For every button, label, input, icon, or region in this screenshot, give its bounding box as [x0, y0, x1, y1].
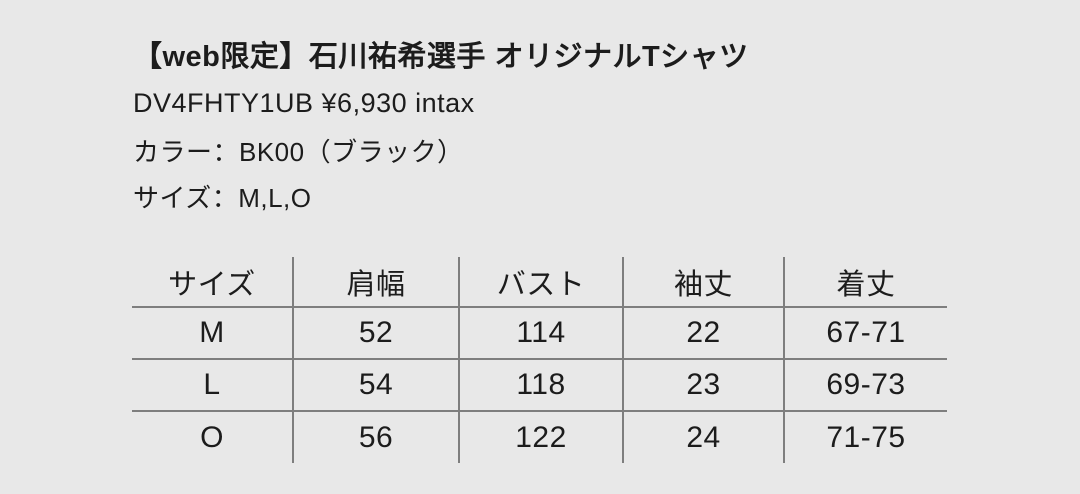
table-row-size-l: L 54 118 23 69-73	[132, 359, 947, 411]
product-title: 【web限定】石川祐希選手 オリジナルTシャツ	[133, 41, 749, 73]
product-color-line: カラー：BK00（ブラック）	[133, 137, 464, 167]
product-info: 【web限定】石川祐希選手 オリジナルTシャツ DV4FHTY1UB ¥6,93…	[133, 40, 749, 213]
cell-body-length: 71-75	[826, 420, 906, 454]
cell-body-length: 69-73	[826, 368, 906, 401]
cell-size: M	[132, 307, 294, 359]
cell-bust: 118	[459, 359, 624, 411]
cell-sleeve-length: 24	[623, 411, 785, 463]
cell-bust: 114	[459, 307, 624, 359]
cell-shoulder-width: 54	[293, 359, 460, 411]
table-row-size-m: M 52 114 22 67-71	[132, 307, 947, 359]
cell-shoulder-width: 56	[293, 411, 460, 463]
column-header-size: サイズ	[132, 257, 294, 307]
cell-sleeve-length: 23	[623, 359, 785, 411]
size-chart-header-row: サイズ 肩幅 バスト 袖丈 着丈	[132, 257, 947, 307]
cell-shoulder-width: 52	[293, 307, 460, 359]
size-chart-table: サイズ 肩幅 バスト 袖丈 着丈 M 52 114 22 67-71 L 54 …	[132, 257, 947, 463]
table-row-size-o: O 56 122 24 71-75	[132, 411, 947, 463]
cell-sleeve-length: 22	[623, 307, 785, 359]
column-header-bust: バスト	[459, 257, 624, 307]
cell-size: O	[132, 411, 294, 463]
column-header-shoulder-width: 肩幅	[293, 257, 460, 307]
product-sku-price: DV4FHTY1UB ¥6,930 intax	[133, 88, 475, 118]
cell-bust: 122	[459, 411, 624, 463]
product-size-line: サイズ：M,L,O	[133, 183, 312, 213]
cell-body-length: 67-71	[826, 316, 906, 349]
column-header-sleeve-length: 袖丈	[623, 257, 785, 307]
column-header-body-length: 着丈	[836, 268, 896, 301]
cell-size: L	[132, 359, 294, 411]
